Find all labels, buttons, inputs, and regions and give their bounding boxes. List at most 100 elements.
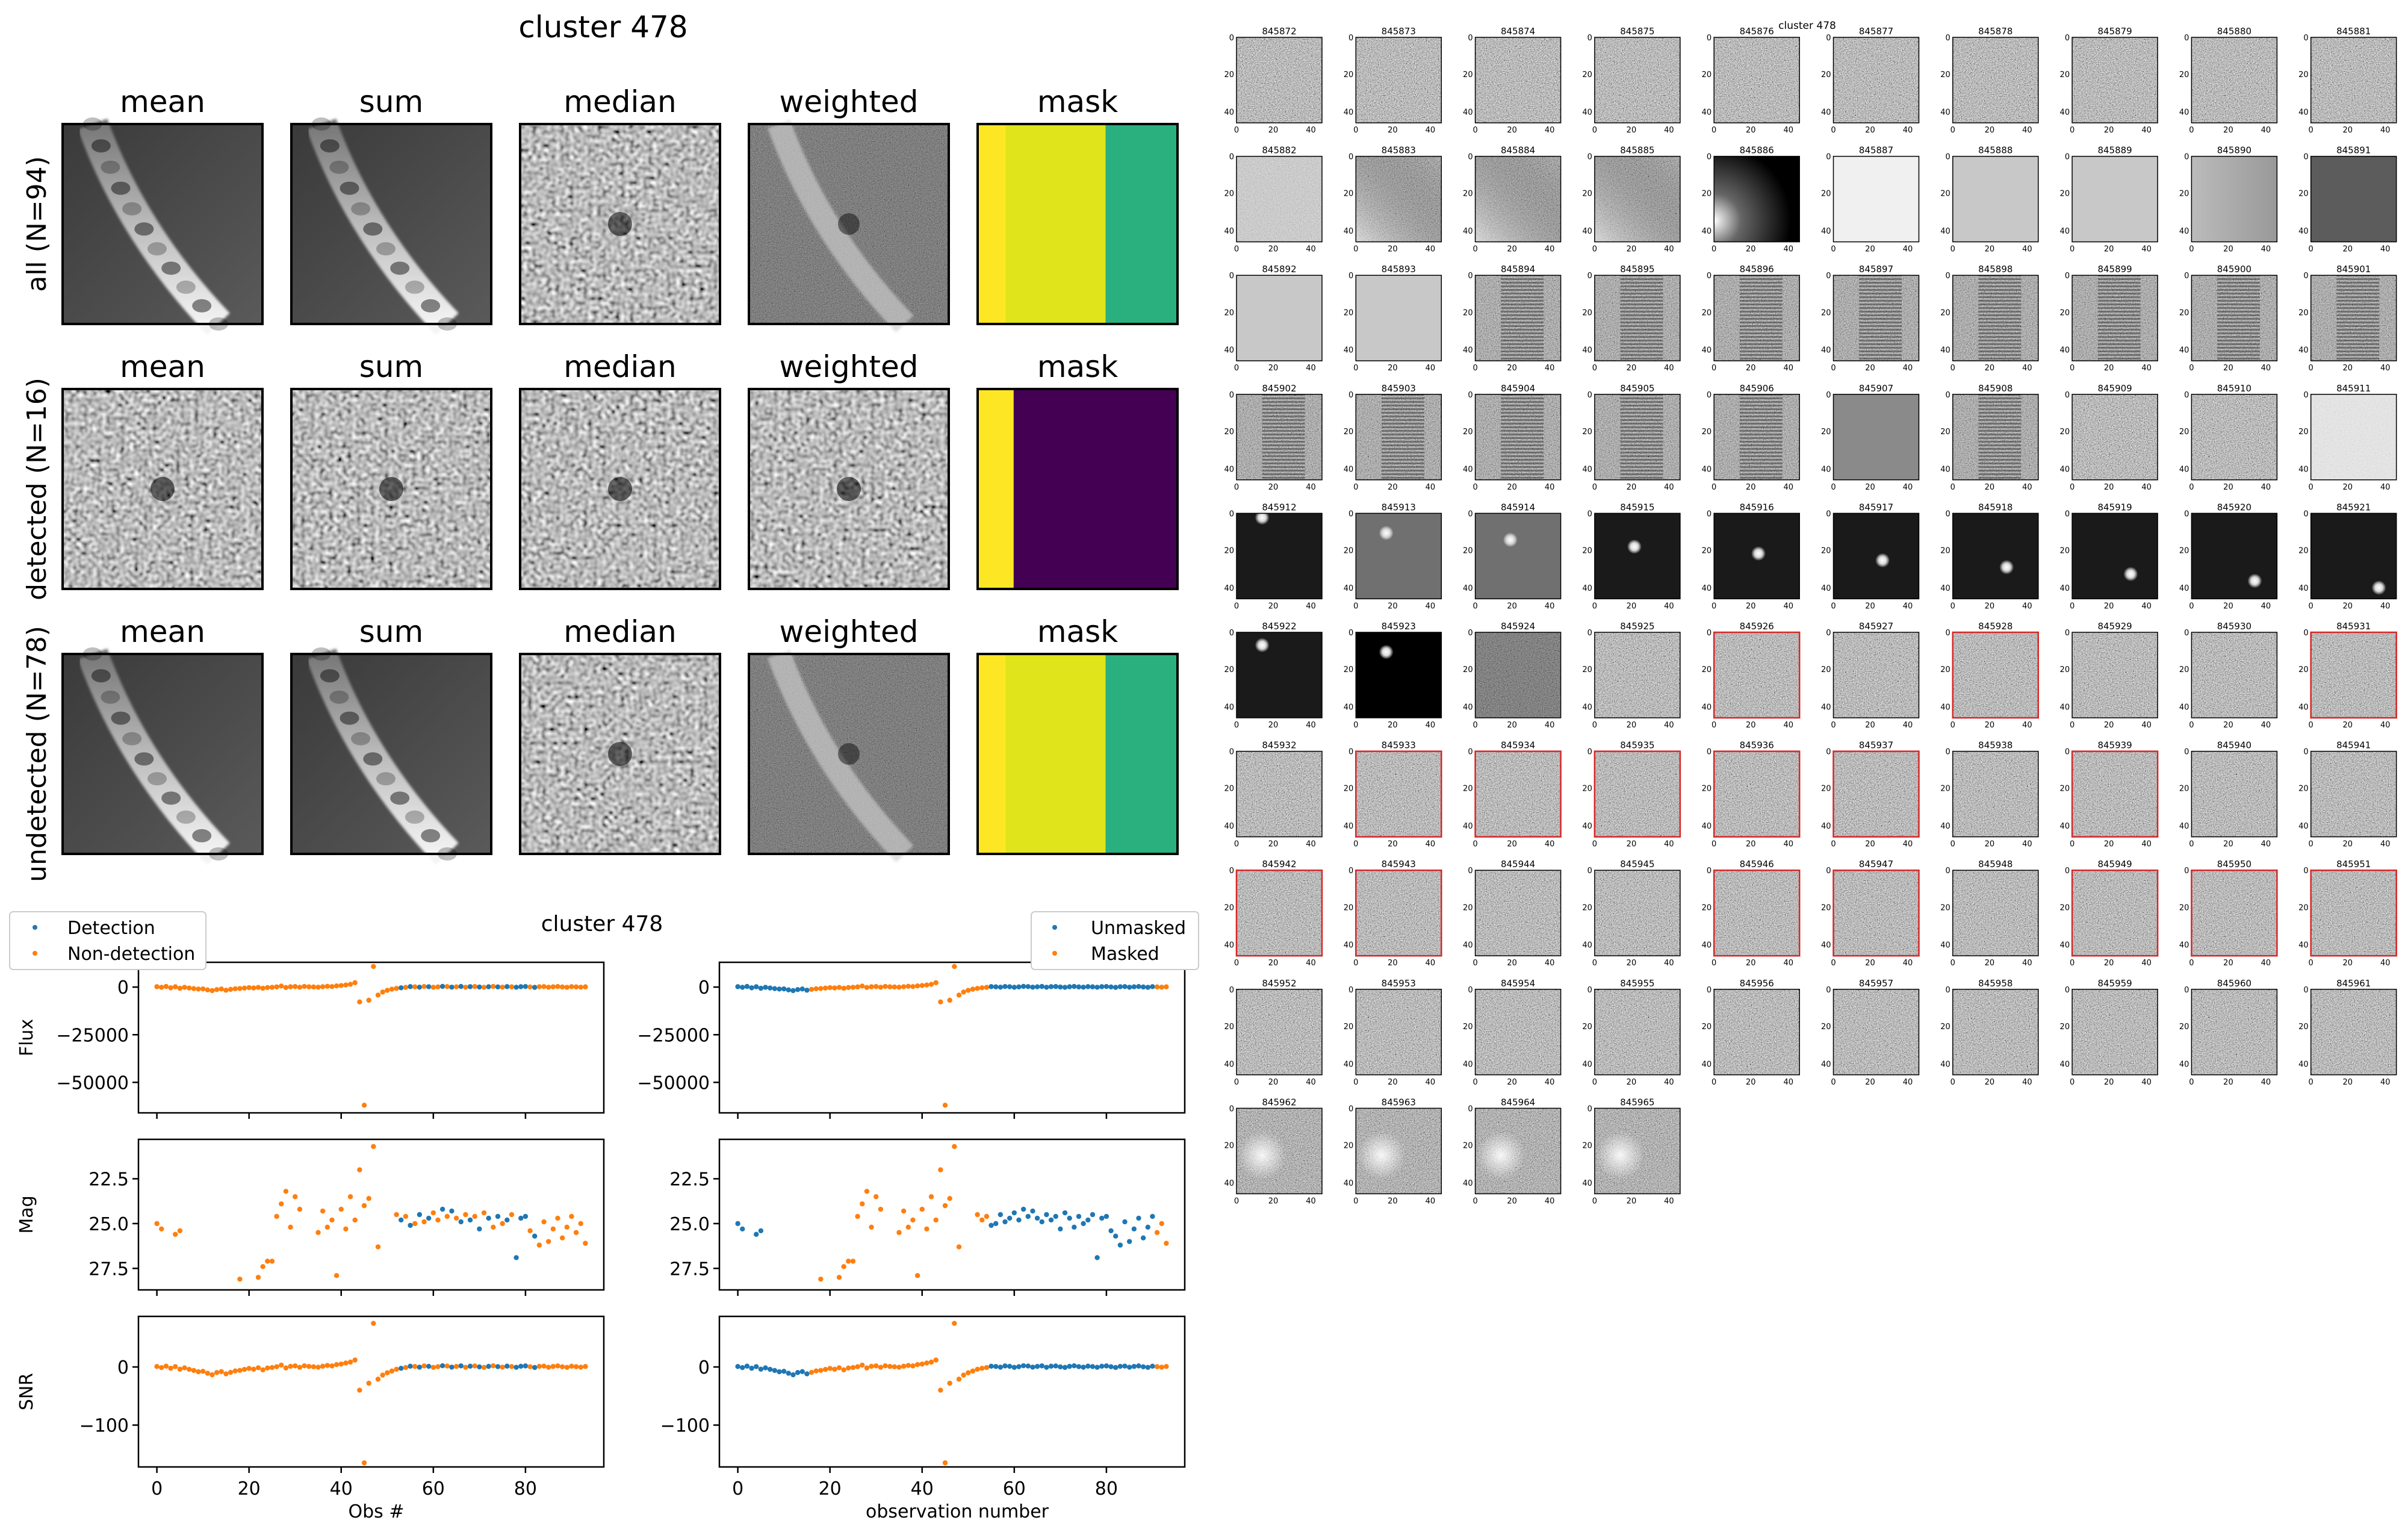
legend-masked-marker <box>1052 951 1057 956</box>
cutout-ytick: 20 <box>1702 190 1712 199</box>
data-point <box>827 985 833 991</box>
cutout-ytick: 0 <box>1587 1104 1592 1113</box>
image-stripes <box>1262 394 1305 480</box>
cutout-image <box>2072 989 2158 1075</box>
image-background <box>1714 156 1800 242</box>
cutout-xtick: 0 <box>1592 364 1597 373</box>
image-point-source <box>1875 553 1890 568</box>
cutout-image <box>1594 156 1680 242</box>
image-noise <box>2310 989 2397 1075</box>
cutout-frame <box>2310 394 2397 481</box>
cutout-ytick: 40 <box>2179 227 2189 236</box>
data-point <box>472 1213 477 1219</box>
cutout-frame <box>1355 394 1442 481</box>
data-point <box>274 1364 279 1369</box>
cutout-image <box>1833 751 1919 837</box>
cutout-id: 845884 <box>1501 145 1535 156</box>
cutout-xtick: 0 <box>1234 840 1239 849</box>
cutout-ytick: 0 <box>1587 509 1592 518</box>
data-point <box>260 1264 265 1269</box>
cutout-id: 845877 <box>1859 26 1893 37</box>
cutout-id: 845894 <box>1501 264 1535 275</box>
data-point <box>1048 984 1054 989</box>
cutout-image <box>1952 394 2038 480</box>
cutout-frame <box>2310 275 2397 361</box>
cutout-ytick: 0 <box>1587 748 1592 757</box>
data-point <box>578 985 583 990</box>
cutout-image <box>2310 394 2397 480</box>
cutout-ytick: 0 <box>1826 272 1831 281</box>
data-point <box>573 1364 579 1369</box>
cutout-xtick: 40 <box>2022 364 2032 373</box>
cutout-xtick: 40 <box>2141 840 2152 849</box>
cutout-ytick: 40 <box>1224 1060 1234 1069</box>
cutout-xtick: 0 <box>2189 126 2194 135</box>
data-point <box>435 984 441 990</box>
data-point <box>846 1365 851 1371</box>
cutout-xtick: 0 <box>1234 1078 1239 1087</box>
cutout-xtick: 40 <box>1783 483 1793 492</box>
cutout-ytick: 0 <box>1707 34 1711 43</box>
cutout-frame <box>2310 631 2397 719</box>
cutout-xtick: 20 <box>1268 1078 1279 1087</box>
cutout-ytick: 40 <box>1582 822 1592 831</box>
data-point <box>417 1365 423 1370</box>
cutout-ytick: 0 <box>1946 391 1950 400</box>
cutout-image <box>1714 275 1800 361</box>
cutout-ytick: 0 <box>1348 272 1353 281</box>
data-point <box>887 1363 893 1369</box>
data-point <box>924 982 929 988</box>
cutout-frame <box>1355 512 1442 600</box>
streak-knot <box>320 669 340 683</box>
cutout-frame <box>2191 512 2278 600</box>
data-point <box>896 985 902 990</box>
cutout-id: 845905 <box>1620 383 1654 394</box>
data-point <box>896 1365 902 1370</box>
cutout-xtick: 40 <box>1426 1078 1436 1087</box>
cutout-ytick: 0 <box>1468 153 1472 162</box>
stack-image-mean <box>61 117 264 335</box>
data-point <box>324 1224 330 1230</box>
data-point <box>984 985 990 990</box>
cutout-xtick: 20 <box>1985 1078 1995 1087</box>
cutout-id: 845932 <box>1262 740 1296 751</box>
cutout-ytick: 20 <box>2179 190 2189 199</box>
data-point <box>1145 1365 1150 1370</box>
data-point <box>467 1217 473 1223</box>
data-point <box>1076 1213 1082 1219</box>
cutout-id: 845887 <box>1859 145 1893 156</box>
data-point <box>564 1224 569 1230</box>
cutout-xtick: 40 <box>2380 840 2391 849</box>
image-point-source <box>2123 567 2138 582</box>
cutout-ytick: 40 <box>1821 584 1831 593</box>
stack-column-heading: weighted <box>779 614 918 649</box>
cutout-id: 845945 <box>1620 859 1654 870</box>
cutout-xtick: 40 <box>1306 602 1316 611</box>
streak-knot <box>351 202 371 216</box>
data-point <box>182 1365 187 1371</box>
y-tick-label: 25.0 <box>669 1214 710 1235</box>
cutout-ytick: 20 <box>2298 308 2309 317</box>
data-point <box>860 983 865 989</box>
stack-column-heading: mean <box>120 614 205 649</box>
data-point <box>430 1210 436 1216</box>
cutout-image <box>1952 37 2038 123</box>
cutout-xtick: 40 <box>1545 126 1555 135</box>
data-point <box>241 1366 247 1372</box>
data-point <box>1016 984 1022 990</box>
y-tick-label: 25.0 <box>88 1214 129 1235</box>
cutout-ytick: 40 <box>1582 941 1592 950</box>
data-point <box>933 1217 939 1223</box>
data-point <box>988 1363 994 1369</box>
cutout-ytick: 0 <box>2184 509 2189 518</box>
data-point <box>874 984 879 989</box>
data-point <box>186 985 192 991</box>
cutout-id: 845921 <box>2336 502 2371 512</box>
image-frame <box>519 123 721 325</box>
